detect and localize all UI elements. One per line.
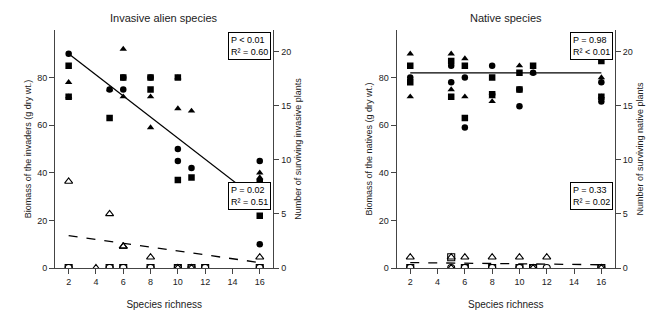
svg-text:Species richness: Species richness <box>468 299 544 310</box>
svg-text:20: 20 <box>37 216 47 226</box>
svg-text:P = 0.98R² < 0.01: P = 0.98R² < 0.01 <box>573 35 610 57</box>
svg-text:15: 15 <box>281 101 291 111</box>
svg-text:Number of surviving native pla: Number of surviving native plants <box>635 82 645 216</box>
svg-text:16: 16 <box>255 277 265 287</box>
svg-text:80: 80 <box>37 73 47 83</box>
svg-text:6: 6 <box>462 277 467 287</box>
svg-text:0: 0 <box>281 263 286 273</box>
svg-text:80: 80 <box>379 73 389 83</box>
svg-text:40: 40 <box>379 168 389 178</box>
svg-text:8: 8 <box>148 277 153 287</box>
svg-text:2: 2 <box>66 277 71 287</box>
svg-text:P < 0.01R² = 0.60: P < 0.01R² = 0.60 <box>231 35 268 57</box>
svg-text:8: 8 <box>490 277 495 287</box>
svg-text:15: 15 <box>623 101 633 111</box>
svg-text:12: 12 <box>542 277 552 287</box>
svg-text:10: 10 <box>173 277 183 287</box>
svg-text:60: 60 <box>379 120 389 130</box>
svg-text:2: 2 <box>408 277 413 287</box>
svg-text:5: 5 <box>281 209 286 219</box>
svg-text:Biomass of the natives (g dry: Biomass of the natives (g dry wt.) <box>364 82 374 215</box>
svg-text:20: 20 <box>281 47 291 57</box>
svg-text:14: 14 <box>569 277 579 287</box>
svg-text:5: 5 <box>623 209 628 219</box>
svg-text:10: 10 <box>281 155 291 165</box>
svg-text:20: 20 <box>379 216 389 226</box>
svg-text:P = 0.02R² = 0.51: P = 0.02R² = 0.51 <box>231 185 268 207</box>
svg-text:12: 12 <box>200 277 210 287</box>
svg-text:P = 0.33R² = 0.02: P = 0.33R² = 0.02 <box>573 185 610 207</box>
svg-text:60: 60 <box>37 120 47 130</box>
svg-text:0: 0 <box>384 263 389 273</box>
svg-text:Species richness: Species richness <box>126 299 202 310</box>
svg-text:10: 10 <box>623 155 633 165</box>
svg-text:20: 20 <box>623 47 633 57</box>
svg-text:0: 0 <box>42 263 47 273</box>
svg-text:10: 10 <box>514 277 524 287</box>
svg-text:14: 14 <box>227 277 237 287</box>
svg-text:0: 0 <box>623 263 628 273</box>
svg-text:4: 4 <box>93 277 98 287</box>
svg-text:4: 4 <box>435 277 440 287</box>
svg-text:Biomass of the invaders (g dry: Biomass of the invaders (g dry wt.) <box>23 80 33 219</box>
svg-text:Number of surviving invasive p: Number of surviving invasive plants <box>293 78 303 220</box>
svg-text:40: 40 <box>37 168 47 178</box>
svg-text:Native species: Native species <box>470 12 542 24</box>
svg-text:16: 16 <box>596 277 606 287</box>
svg-text:6: 6 <box>121 277 126 287</box>
svg-text:Invasive alien species: Invasive alien species <box>110 12 218 24</box>
